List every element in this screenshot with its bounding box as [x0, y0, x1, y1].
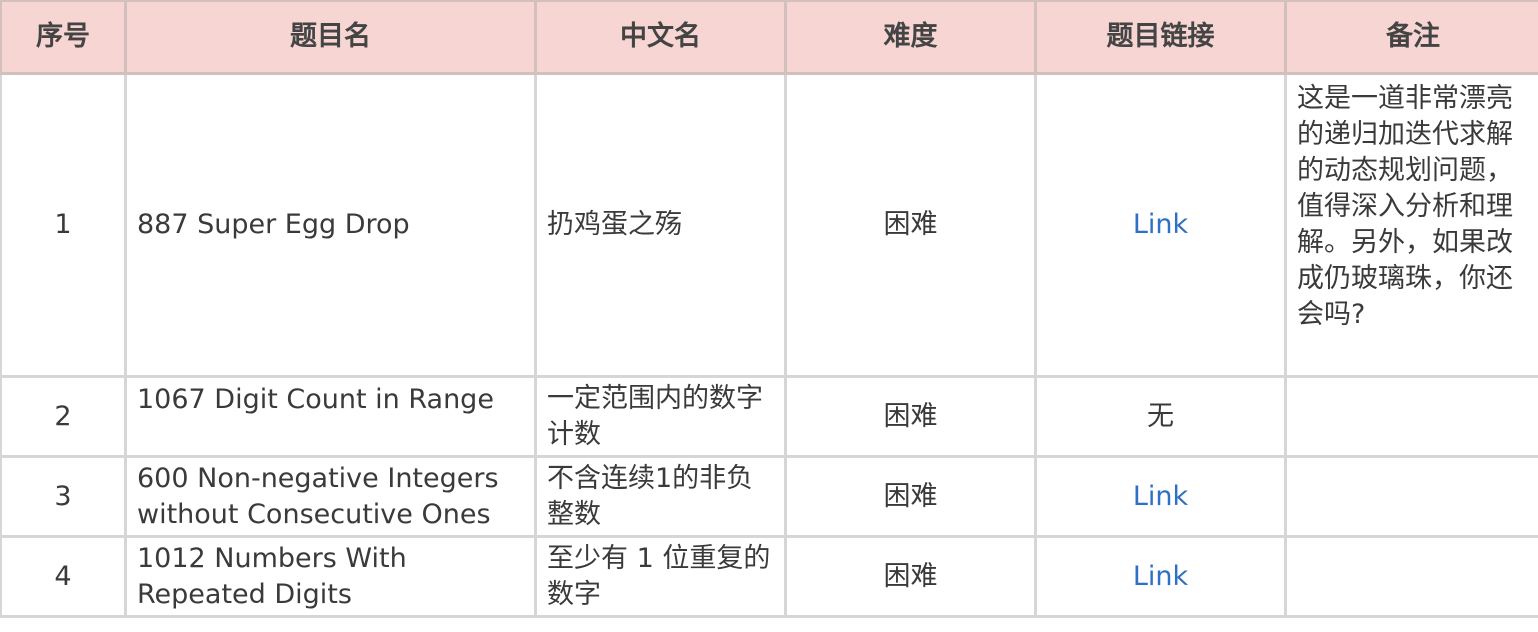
cell-no: 4 — [0, 535, 127, 618]
cell-title: 1067 Digit Count in Range — [124, 375, 537, 458]
table-header-row: 序号 题目名 中文名 难度 题目链接 备注 — [0, 0, 1538, 75]
cell-no: 2 — [0, 375, 127, 458]
cell-link: Link — [1034, 72, 1287, 378]
header-no: 序号 — [0, 0, 127, 75]
cell-title: 1012 Numbers With Repeated Digits — [124, 535, 537, 618]
cell-cn: 扔鸡蛋之殇 — [534, 72, 787, 378]
cell-note — [1284, 375, 1538, 458]
cell-link: Link — [1034, 455, 1287, 538]
cell-difficulty: 困难 — [784, 535, 1037, 618]
cell-no: 1 — [0, 72, 127, 378]
problem-link[interactable]: Link — [1132, 480, 1189, 512]
header-cn: 中文名 — [534, 0, 787, 75]
cell-cn: 一定范围内的数字计数 — [534, 375, 787, 458]
header-note: 备注 — [1284, 0, 1538, 75]
cell-cn: 至少有 1 位重复的数字 — [534, 535, 787, 618]
problem-link[interactable]: Link — [1132, 209, 1189, 240]
cell-difficulty: 困难 — [784, 375, 1037, 458]
table-row: 1 887 Super Egg Drop 扔鸡蛋之殇 困难 Link 这是一道非… — [0, 72, 1538, 378]
cell-title: 887 Super Egg Drop — [124, 72, 537, 378]
table-row: 2 1067 Digit Count in Range 一定范围内的数字计数 困… — [0, 375, 1538, 458]
cell-link: 无 — [1034, 375, 1287, 458]
cell-link: Link — [1034, 535, 1287, 618]
cell-difficulty: 困难 — [784, 455, 1037, 538]
problem-link[interactable]: Link — [1132, 560, 1189, 592]
cell-note — [1284, 455, 1538, 538]
table-row: 4 1012 Numbers With Repeated Digits 至少有 … — [0, 535, 1538, 618]
cell-note: 这是一道非常漂亮的递归加迭代求解的动态规划问题，值得深入分析和理解。另外，如果改… — [1284, 72, 1538, 378]
cell-cn: 不含连续1的非负整数 — [534, 455, 787, 538]
cell-difficulty: 困难 — [784, 72, 1037, 378]
cell-note — [1284, 535, 1538, 618]
header-difficulty: 难度 — [784, 0, 1037, 75]
header-title: 题目名 — [124, 0, 537, 75]
problem-table: 序号 题目名 中文名 难度 题目链接 备注 1 887 Super Egg Dr… — [0, 0, 1538, 618]
cell-no: 3 — [0, 455, 127, 538]
header-link: 题目链接 — [1034, 0, 1287, 75]
cell-title: 600 Non-negative Integers without Consec… — [124, 455, 537, 538]
table-row: 3 600 Non-negative Integers without Cons… — [0, 455, 1538, 538]
